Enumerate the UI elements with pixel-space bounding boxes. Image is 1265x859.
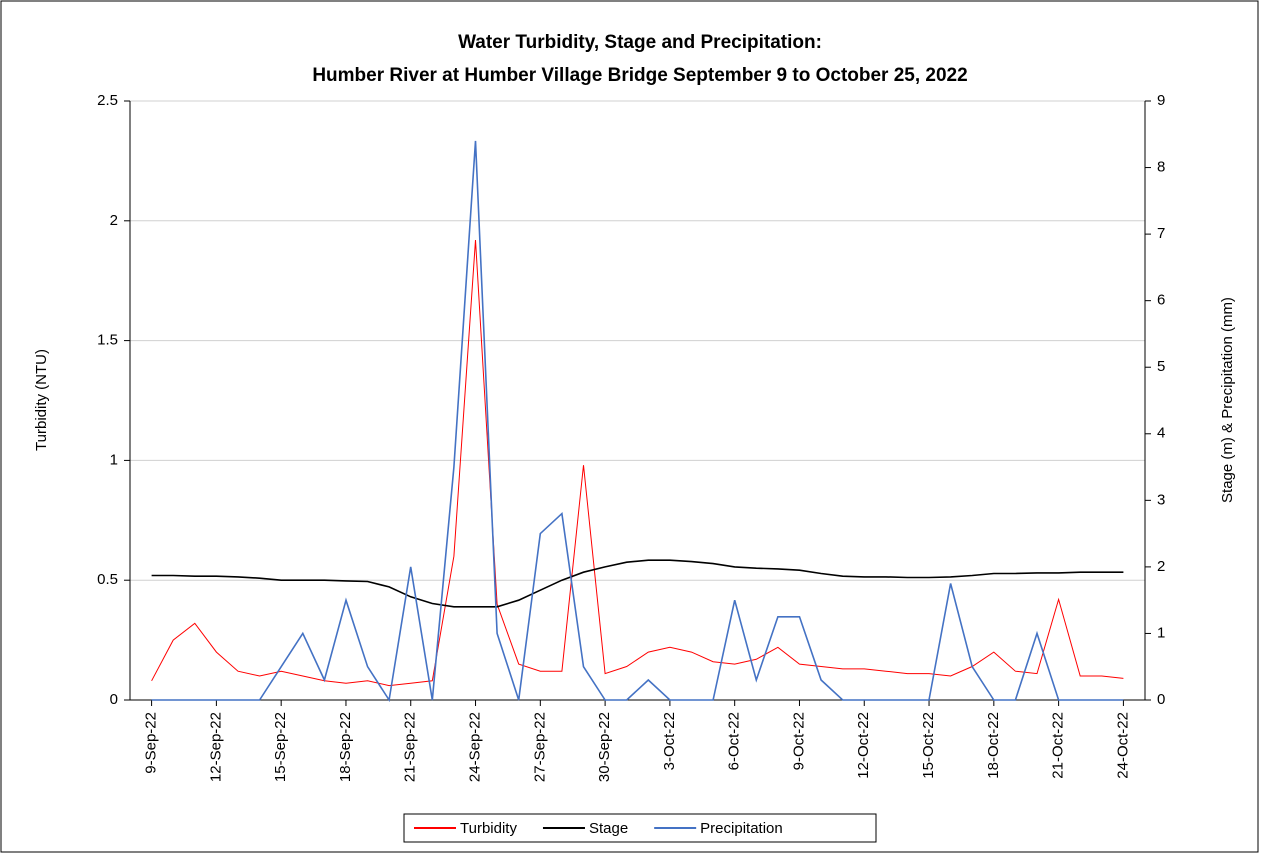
x-tick-label: 27-Sep-22 xyxy=(531,712,548,782)
x-tick-label: 12-Oct-22 xyxy=(855,712,872,779)
y2-tick-label: 2 xyxy=(1157,558,1165,575)
x-tick-label: 15-Sep-22 xyxy=(272,712,289,782)
legend-box xyxy=(403,813,877,843)
legend-label: Precipitation xyxy=(700,820,783,837)
y-tick-label: 1.5 xyxy=(97,332,118,349)
series-line xyxy=(151,239,1124,687)
x-tick-label: 24-Oct-22 xyxy=(1114,712,1131,779)
y2-tick-label: 1 xyxy=(1157,624,1165,641)
x-tick-label: 21-Oct-22 xyxy=(1050,712,1067,779)
x-tick-label: 30-Sep-22 xyxy=(596,712,613,782)
y-tick-label: 0.5 xyxy=(97,571,118,588)
y-tick-label: 2.5 xyxy=(97,92,118,109)
x-tick-label: 9-Sep-22 xyxy=(143,712,160,774)
y2-tick-label: 7 xyxy=(1157,225,1165,242)
series-line xyxy=(151,140,1124,703)
x-tick-label: 18-Oct-22 xyxy=(985,712,1002,779)
x-tick-label: 21-Sep-22 xyxy=(402,712,419,782)
x-tick-label: 6-Oct-22 xyxy=(726,712,743,770)
chart-title: Water Turbidity, Stage and Precipitation… xyxy=(458,32,822,53)
y-axis-label: Turbidity (NTU) xyxy=(33,349,50,451)
y2-tick-label: 8 xyxy=(1157,159,1165,176)
x-tick-label: 3-Oct-22 xyxy=(661,712,678,770)
y2-tick-label: 0 xyxy=(1157,691,1165,708)
x-tick-label: 12-Sep-22 xyxy=(207,712,224,782)
x-tick-label: 18-Sep-22 xyxy=(337,712,354,782)
legend-label: Stage xyxy=(589,820,628,837)
y2-tick-label: 9 xyxy=(1157,92,1165,109)
y2-tick-label: 5 xyxy=(1157,358,1165,375)
y-tick-label: 1 xyxy=(110,451,118,468)
legend-label: Turbidity xyxy=(460,820,517,837)
series-line xyxy=(151,559,1124,608)
y2-tick-label: 6 xyxy=(1157,292,1165,309)
y2-tick-label: 3 xyxy=(1157,491,1165,508)
x-tick-label: 24-Sep-22 xyxy=(467,712,484,782)
y2-axis-label: Stage (m) & Precipitation (mm) xyxy=(1219,297,1236,503)
x-tick-label: 15-Oct-22 xyxy=(920,712,937,779)
y-tick-label: 2 xyxy=(110,212,118,229)
y-tick-label: 0 xyxy=(110,691,118,708)
x-tick-label: 9-Oct-22 xyxy=(790,712,807,770)
chart-subtitle: Humber River at Humber Village Bridge Se… xyxy=(312,65,967,86)
y2-tick-label: 4 xyxy=(1157,425,1165,442)
legend: Turbidity Stage Precipitation xyxy=(403,813,877,843)
